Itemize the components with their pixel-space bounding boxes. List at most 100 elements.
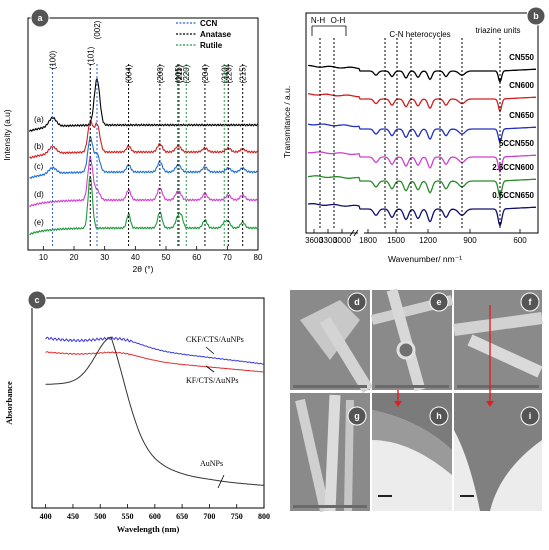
panel-b-series-label: 0.5CCN650 [492, 191, 534, 200]
panel-c-series-label: KF/CTS/AuNPs [186, 376, 238, 385]
panel-c-badge [27, 290, 47, 310]
panel-b-series-line [307, 151, 537, 174]
panel-a-peak-label: (215) [239, 64, 248, 83]
panel-i-badge-label: i [529, 411, 532, 421]
panel-b-xtick-label: 3000 [333, 236, 351, 245]
panel-b-xtick-label: 900 [463, 236, 477, 245]
panel-d-badge-label: d [354, 297, 360, 307]
panel-b-series-line [307, 203, 537, 228]
panel-b-badge-label: b [533, 11, 539, 21]
panel-b-series-label: CN550 [509, 53, 534, 62]
panel-b-axis-break [349, 229, 355, 237]
panel-a-peak-label: (105) [174, 64, 183, 83]
panel-c-xtick-label: 500 [94, 512, 106, 521]
panel-a-badge-label: a [37, 13, 43, 23]
panel-i-badge [520, 406, 540, 426]
panel-a-series-label: (a) [34, 115, 44, 124]
panel-b-axis-break [353, 229, 359, 237]
panel-b-xtick-label: 1800 [359, 236, 377, 245]
panel-c-series-label: AuNPs [200, 459, 223, 468]
panel-a-xtick-label: 20 [70, 253, 79, 262]
panel-a-series-line [29, 155, 259, 208]
panel-a-series-line [29, 176, 259, 236]
panel-b-axis-gap [358, 232, 364, 235]
panel-a-badge [30, 8, 50, 28]
panel-b-xtick-label: 600 [513, 236, 527, 245]
panel-e-badge [429, 292, 449, 312]
panel-c-xtick-label: 700 [203, 512, 215, 521]
panel-c-pointer [217, 474, 225, 489]
panel-c-series-line [45, 336, 265, 486]
panel-c-series-line [45, 351, 265, 373]
panel-a-series-line [29, 77, 259, 133]
image-i [454, 393, 542, 511]
panel-c-xtick-label: 550 [122, 512, 134, 521]
panel-a-peak-label: (200) [156, 64, 165, 83]
panel-a-xtick-label: 60 [192, 253, 201, 262]
panel-a-xtick-label: 70 [223, 253, 232, 262]
panel-c-xtick-label: 400 [40, 512, 52, 521]
panel-a-peak-label: (220) [224, 64, 233, 83]
panel-b-xlabel: Wavenumber/ nm⁻¹ [388, 254, 462, 264]
image-h [372, 393, 452, 511]
panel-a-series-line [29, 118, 259, 159]
panel-c-series-line [45, 336, 265, 365]
panel-a-ylabel: Intensity (a.u) [2, 109, 12, 161]
panel-b-series-label: 2.5CCN600 [492, 163, 534, 172]
panel-b-annotation: O-H [331, 16, 346, 25]
panel-c-pointer [205, 365, 215, 373]
panel-c-badge-label: c [34, 295, 39, 305]
panel-c-xlabel: Wavelength (nm) [117, 524, 180, 534]
panel-a-xtick-label: 30 [100, 253, 109, 262]
panel-b-frame [305, 12, 539, 234]
panel-a-xlabel: 2θ (°) [133, 264, 154, 274]
panel-c-xtick-label: 650 [176, 512, 188, 521]
panel-b-series-label: 5CCN550 [499, 139, 535, 148]
panel-a-xtick-label: 50 [162, 253, 171, 262]
panel-g-badge-label: g [354, 411, 360, 421]
panel-a-series-label: (b) [34, 142, 44, 151]
panel-a-peak-label: (310) [220, 64, 229, 83]
panel-f-badge [520, 292, 540, 312]
panel-b-series-line [308, 64, 537, 84]
panel-a-series-label: (d) [34, 190, 44, 199]
panel-a-series-label: (e) [34, 218, 44, 227]
panel-b-badge [526, 6, 546, 26]
panel-b-annotation: N-H [311, 16, 325, 25]
panel-a-peak-label: (002) [93, 20, 102, 39]
panel-c-uvvis: 400 450 500 550 600 650 700 750 800 CKF/CTS/AuNP… [4, 290, 270, 534]
panel-c-xtick-label: 800 [258, 512, 270, 521]
panel-b-series-line [307, 123, 537, 145]
panel-b-xtick-label: 3600 [305, 236, 323, 245]
panel-c-ylabel: Absorbance [4, 381, 14, 425]
panel-c-xtick-label: 450 [67, 512, 79, 521]
panel-h-badge [429, 406, 449, 426]
panel-a-peak-label: (211) [175, 65, 184, 83]
panel-a-peak-label: (101) [86, 46, 95, 65]
panel-b-series-line [307, 92, 537, 113]
panel-a-frame [27, 17, 259, 251]
panel-a-peak-label: (204) [201, 64, 210, 83]
panel-c-series-label: CKF/CTS/AuNPs [186, 335, 244, 344]
sem-tem-grid: d e f g h i [290, 288, 543, 513]
panel-d-badge [347, 292, 367, 312]
panel-a-legend-label: CCN [200, 19, 218, 28]
panel-b-xtick-label: 3300 [319, 236, 337, 245]
panel-c-xtick-label: 750 [231, 512, 243, 521]
panel-h-badge-label: h [436, 411, 442, 421]
panel-a-series-label: (c) [34, 162, 44, 171]
panel-a-xtick-label: 10 [39, 253, 48, 262]
panel-a-peak-label: (004) [125, 64, 134, 83]
panel-a-peak-label: (220) [182, 64, 191, 83]
panel-e-badge-label: e [436, 297, 441, 307]
panel-c-frame [31, 297, 265, 509]
panel-f-badge-label: f [529, 297, 533, 307]
panel-a-legend-label: Anatase [200, 30, 232, 39]
panel-b-xtick-label: 1200 [419, 236, 437, 245]
panel-b-series-line [307, 175, 537, 199]
panel-b-ylabel: Transmitance / a.u. [282, 86, 292, 158]
panel-a-peak-label: (100) [49, 50, 58, 69]
panel-b-annotation: triazine units [476, 26, 521, 35]
